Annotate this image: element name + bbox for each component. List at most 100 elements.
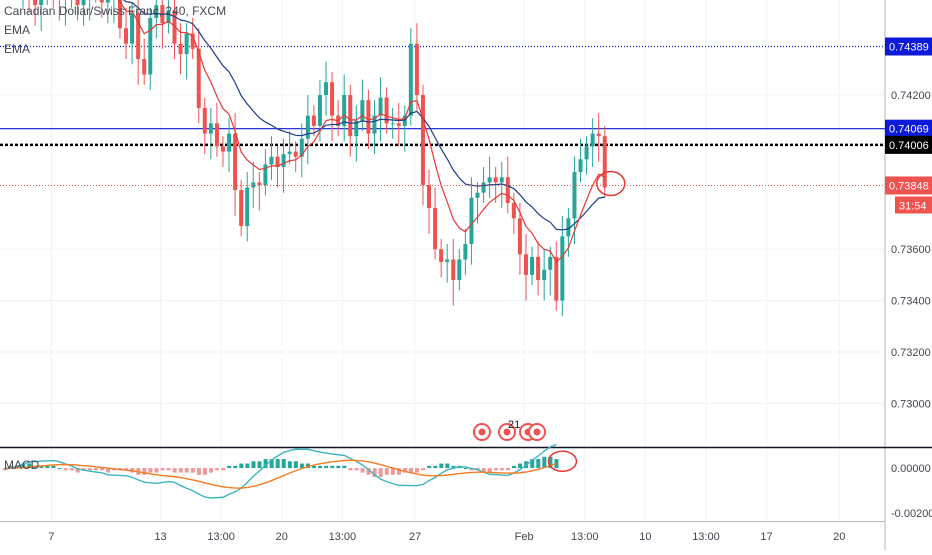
macd-hist-bar bbox=[221, 468, 226, 471]
candle bbox=[560, 236, 565, 301]
candle bbox=[196, 48, 201, 108]
macd-hist-bar bbox=[160, 468, 165, 471]
macd-hist-bar bbox=[287, 461, 292, 469]
candle bbox=[469, 197, 474, 245]
current-price-tag bbox=[885, 176, 932, 195]
candle bbox=[245, 187, 250, 227]
candle bbox=[39, 0, 44, 6]
candle bbox=[214, 123, 219, 147]
macd-hist-bar bbox=[233, 465, 238, 469]
macd-hist-bar bbox=[99, 468, 104, 471]
macd-hist-bar bbox=[439, 463, 444, 469]
candle bbox=[184, 33, 189, 54]
level-price-tag bbox=[885, 135, 932, 154]
candle bbox=[511, 202, 516, 219]
macd-hist-bar bbox=[384, 468, 389, 475]
candle bbox=[481, 182, 486, 193]
macd-hist-bar bbox=[257, 461, 262, 469]
macd-hist-bar bbox=[184, 468, 189, 473]
macd-hist-bar bbox=[166, 468, 171, 471]
candle bbox=[342, 95, 347, 126]
macd-hist-bar bbox=[481, 468, 486, 473]
candle bbox=[190, 33, 195, 49]
macd-annotation-circle bbox=[547, 450, 578, 473]
macd-hist-bar bbox=[409, 468, 414, 473]
macd-hist-bar bbox=[318, 465, 323, 469]
macd-hist-bar bbox=[512, 465, 517, 469]
macd-hist-bar bbox=[202, 468, 207, 475]
macd-hist-bar bbox=[427, 465, 432, 469]
candle bbox=[105, 0, 110, 3]
macd-hist-bar bbox=[69, 468, 74, 471]
time-tick-label: 13:00 bbox=[329, 531, 357, 543]
macd-hist-bar bbox=[281, 459, 286, 469]
candle bbox=[220, 146, 225, 152]
macd-hist-bar bbox=[87, 468, 92, 471]
macd-hist-bar bbox=[542, 456, 547, 469]
candle bbox=[130, 12, 135, 44]
macd-hist-bar bbox=[390, 468, 395, 475]
event-flag-dot bbox=[503, 428, 511, 436]
countdown-label: 31:54 bbox=[899, 200, 927, 212]
time-tick-label: Feb bbox=[515, 531, 534, 543]
macd-hist-bar bbox=[21, 463, 26, 469]
macd-hist-bar bbox=[106, 468, 111, 473]
macd-hist-bar bbox=[530, 459, 535, 469]
time-tick-label: 27 bbox=[409, 531, 421, 543]
level-price-tag bbox=[885, 37, 932, 56]
macd-tick-label: 0.00000 bbox=[891, 463, 931, 475]
macd-hist-bar bbox=[372, 468, 377, 478]
macd-hist-bar bbox=[378, 468, 383, 478]
candle bbox=[590, 133, 595, 147]
macd-hist-bar bbox=[342, 465, 347, 469]
price-tick-label: 0.73400 bbox=[891, 296, 931, 308]
annotation-circle bbox=[596, 170, 626, 197]
candle bbox=[81, 0, 86, 6]
candle bbox=[372, 115, 377, 134]
candle bbox=[566, 218, 571, 237]
macd-hist-bar bbox=[239, 463, 244, 469]
candle bbox=[348, 95, 353, 137]
macd-hist-bar bbox=[324, 465, 329, 469]
candle bbox=[227, 133, 232, 152]
candle bbox=[299, 138, 304, 157]
macd-hist-bar bbox=[45, 465, 50, 469]
macd-hist-bar bbox=[154, 468, 159, 473]
macd-hist-bar bbox=[336, 465, 341, 469]
candle bbox=[523, 254, 528, 275]
candle bbox=[457, 259, 462, 281]
macd-hist-bar bbox=[505, 468, 510, 471]
legend-ema-fast: EMA bbox=[4, 23, 31, 37]
macd-hist-bar bbox=[27, 463, 32, 469]
level-price-label: 0.74069 bbox=[889, 124, 929, 136]
candle bbox=[136, 12, 141, 60]
candle bbox=[263, 164, 268, 185]
legend: Canadian Dollar/Swiss Franc, 240, FXCM E… bbox=[4, 2, 226, 59]
macd-hist-bar bbox=[463, 468, 468, 470]
candle bbox=[360, 100, 365, 121]
macd-hist-bar bbox=[39, 465, 44, 469]
macd-hist-bar bbox=[312, 465, 317, 469]
macd-hist-bar bbox=[536, 459, 541, 469]
candle bbox=[233, 133, 238, 191]
candle bbox=[396, 123, 401, 126]
price-tick-label: 0.73600 bbox=[891, 244, 931, 256]
price-tick-label: 0.73200 bbox=[891, 347, 931, 359]
macd-hist-bar bbox=[269, 459, 274, 469]
macd-hist-bar bbox=[433, 465, 438, 469]
macd-line bbox=[4, 443, 557, 499]
candle bbox=[330, 82, 335, 116]
macd-hist-bar bbox=[293, 461, 298, 469]
candle bbox=[542, 269, 547, 281]
macd-hist-bar bbox=[148, 468, 153, 473]
candle bbox=[517, 218, 522, 255]
candle bbox=[378, 97, 383, 116]
macd-hist-bar bbox=[215, 468, 220, 471]
level-price-label: 0.74389 bbox=[889, 41, 929, 53]
candle bbox=[433, 208, 438, 250]
macd-hist-bar bbox=[493, 468, 498, 471]
time-tick-label: 17 bbox=[760, 531, 772, 543]
chart-title: Canadian Dollar/Swiss Franc, 240, FXCM bbox=[4, 4, 227, 18]
